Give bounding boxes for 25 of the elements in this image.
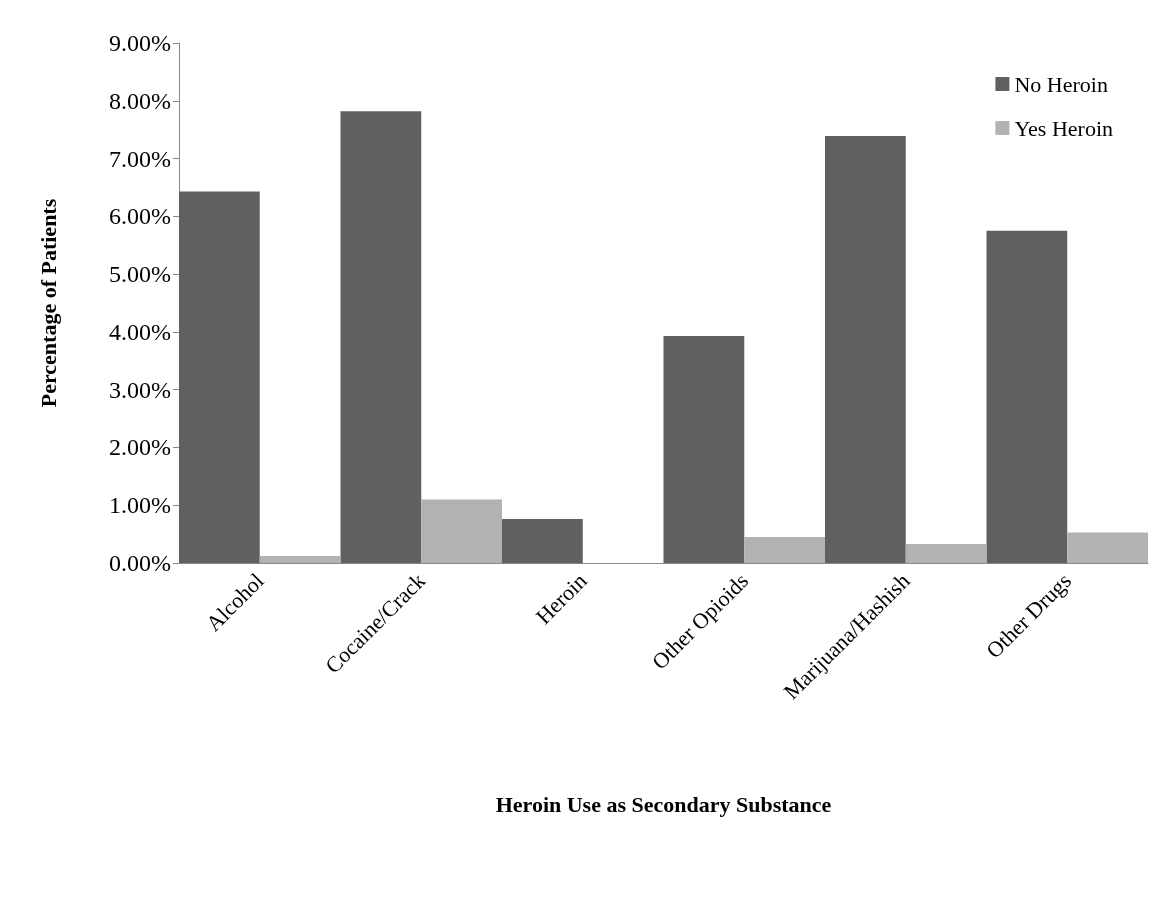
x-axis-title: Heroin Use as Secondary Substance — [495, 791, 832, 817]
bar — [986, 230, 1068, 563]
y-tick-label: 0.00% — [109, 550, 171, 576]
bar — [825, 136, 906, 563]
bar — [179, 191, 260, 563]
y-tick-label: 2.00% — [109, 434, 171, 461]
bar — [1067, 532, 1148, 563]
bar — [905, 543, 987, 563]
bar — [259, 556, 341, 563]
bar — [502, 519, 583, 563]
y-tick-label: 9.00% — [109, 30, 171, 56]
bar — [663, 335, 745, 563]
y-tick-label: 4.00% — [109, 318, 171, 345]
y-tick-label: 7.00% — [109, 145, 171, 172]
bar — [340, 111, 422, 563]
bar — [421, 499, 502, 563]
legend-label: Yes Heroin — [1014, 115, 1114, 141]
legend-label: No Heroin — [1014, 71, 1108, 97]
bar — [744, 537, 825, 563]
y-tick-label: 3.00% — [109, 376, 171, 403]
y-tick-label: 8.00% — [109, 87, 171, 114]
y-tick-label: 5.00% — [109, 261, 171, 288]
y-tick-label: 6.00% — [109, 203, 171, 230]
y-tick-label: 1.00% — [109, 492, 171, 519]
y-axis-title: Percentage of Patients — [35, 198, 61, 408]
